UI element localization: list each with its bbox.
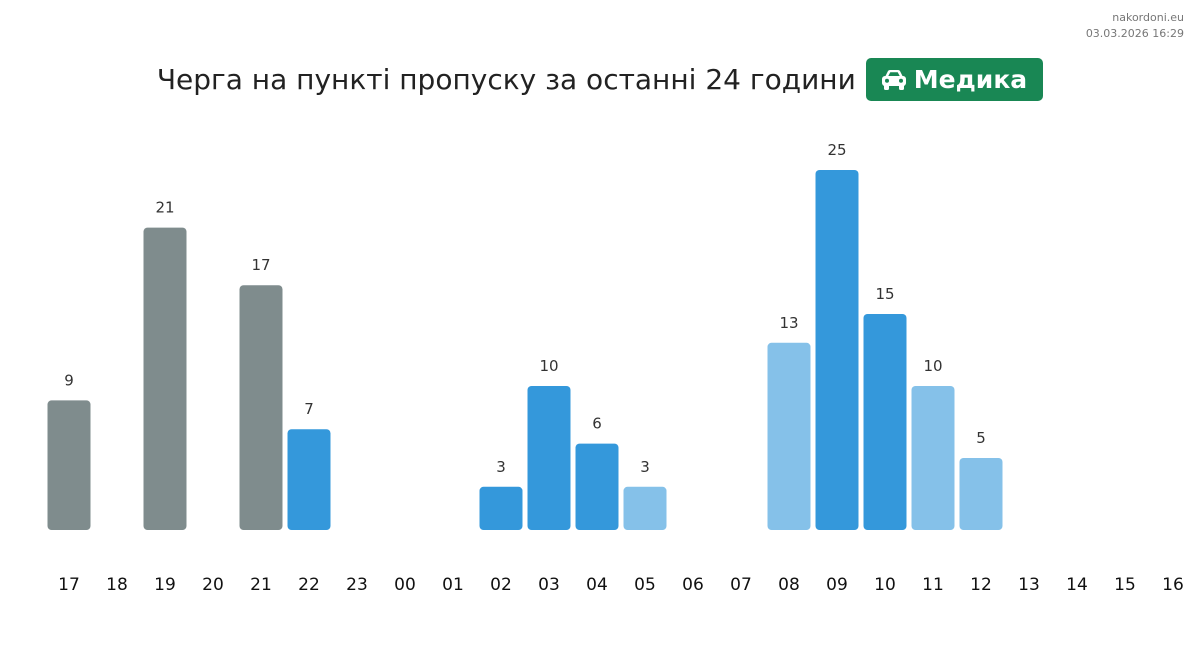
x-tick-label: 03: [538, 575, 560, 595]
bar: [143, 227, 187, 530]
timestamp: 03.03.2026 16:29: [1085, 27, 1184, 40]
x-tick-label: 12: [970, 575, 992, 595]
bar-value-label: 3: [496, 458, 506, 476]
x-tick-label: 17: [58, 575, 80, 595]
x-tick-label: 13: [1018, 575, 1040, 595]
x-tick-label: 20: [202, 575, 224, 595]
x-tick-label: 19: [154, 575, 176, 595]
x-tick-label: 04: [586, 575, 608, 595]
x-tick-label: 07: [730, 575, 752, 595]
bar-value-label: 10: [923, 357, 942, 375]
x-tick-label: 01: [442, 575, 464, 595]
x-tick-label: 09: [826, 575, 848, 595]
bar-value-label: 21: [155, 199, 174, 217]
site-name: nakordoni.eu: [1112, 11, 1184, 24]
car-icon: [881, 69, 906, 90]
x-tick-label: 16: [1162, 575, 1184, 595]
bar-value-label: 15: [875, 285, 894, 303]
bar-value-label: 25: [827, 141, 846, 159]
bar: [239, 285, 283, 530]
x-tick-label: 06: [682, 575, 704, 595]
bar-value-label: 5: [976, 429, 986, 447]
chart-title: Черга на пункті пропуску за останні 24 г…: [156, 63, 856, 96]
x-tick-label: 14: [1066, 575, 1088, 595]
x-tick-label: 15: [1114, 575, 1136, 595]
x-tick-label: 23: [346, 575, 368, 595]
x-tick-label: 22: [298, 575, 320, 595]
chart-header: Черга на пункті пропуску за останні 24 г…: [0, 58, 1200, 101]
bar-value-label: 3: [640, 458, 650, 476]
x-tick-label: 08: [778, 575, 800, 595]
site-info: nakordoni.eu 03.03.2026 16:29: [1086, 10, 1184, 42]
bar-value-label: 13: [779, 314, 798, 332]
checkpoint-badge: Медика: [865, 58, 1044, 101]
x-tick-label: 05: [634, 575, 656, 595]
bar-value-label: 10: [539, 357, 558, 375]
bar: [767, 342, 811, 530]
x-tick-label: 10: [874, 575, 896, 595]
bar: [527, 386, 571, 530]
checkpoint-name: Медика: [913, 65, 1028, 94]
x-tick-label: 00: [394, 575, 416, 595]
bar-value-label: 17: [251, 256, 270, 274]
x-tick-label: 02: [490, 575, 512, 595]
bar: [623, 486, 667, 530]
bar: [815, 170, 859, 530]
x-tick-label: 18: [106, 575, 128, 595]
x-tick-label: 11: [922, 575, 944, 595]
bar: [575, 443, 619, 530]
bar-value-label: 6: [592, 415, 602, 433]
bar: [47, 400, 91, 530]
bar-value-label: 9: [64, 371, 74, 389]
bar: [911, 386, 955, 530]
x-tick-label: 21: [250, 575, 272, 595]
bar: [863, 314, 907, 530]
bar: [959, 458, 1003, 530]
bar-value-label: 7: [304, 400, 314, 418]
bar: [287, 429, 331, 530]
bar: [479, 486, 523, 530]
